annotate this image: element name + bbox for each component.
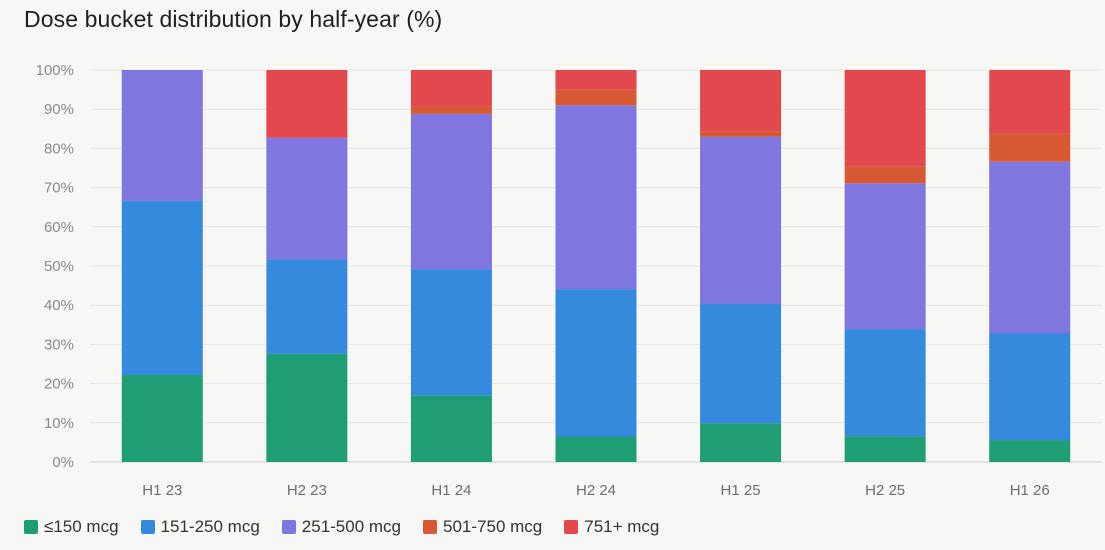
legend-item: ≤150 mcg [24, 517, 119, 537]
bar-segment [410, 113, 492, 270]
bar-segment [555, 89, 637, 106]
y-tick-label: 0% [52, 454, 74, 471]
y-tick-label: 30% [44, 336, 74, 353]
bar-segment [989, 333, 1071, 441]
bar-segment [266, 137, 348, 260]
legend-item: 251-500 mcg [281, 517, 402, 537]
chart-title: Dose bucket distribution by half-year (%… [24, 6, 443, 32]
legend-swatch [24, 520, 38, 534]
bar-segment [700, 131, 782, 137]
bar-segment [700, 304, 782, 424]
bar-segment [121, 200, 203, 375]
y-tick-label: 20% [44, 376, 74, 393]
legend-label: 501-750 mcg [443, 517, 543, 536]
x-tick-label: H2 24 [576, 482, 616, 499]
bar-segment [989, 70, 1071, 134]
bar-segment [989, 133, 1071, 162]
bar-segment [555, 289, 637, 437]
bar-segment [121, 70, 203, 201]
y-tick-label: 50% [44, 258, 74, 275]
bar-segment [989, 161, 1071, 334]
y-tick-label: 60% [44, 219, 74, 236]
bar-segment [700, 423, 782, 462]
bar-segment [410, 395, 492, 462]
y-tick-label: 100% [36, 62, 74, 79]
legend-item: 151-250 mcg [140, 517, 260, 537]
bar-segment [410, 106, 492, 114]
legend-label: 151-250 mcg [160, 517, 260, 536]
bar-segment [266, 353, 348, 462]
y-tick-label: 70% [44, 180, 74, 197]
y-tick-label: 90% [44, 101, 74, 118]
legend-item: 751+ mcg [564, 517, 659, 537]
bar-segment [844, 166, 926, 184]
bar-segment [555, 436, 637, 462]
bar-segment [555, 105, 637, 290]
bar-segment [844, 329, 926, 437]
legend-label: 751+ mcg [584, 517, 660, 536]
x-tick-label: H1 26 [1010, 482, 1050, 499]
bar-segment [700, 136, 782, 305]
legend-swatch [281, 520, 296, 534]
y-tick-label: 80% [44, 140, 74, 157]
bar-segment [844, 436, 926, 462]
legend-item: 501-750 mcg [423, 517, 542, 537]
bar-segment [266, 259, 348, 354]
x-tick-label: H2 23 [287, 482, 327, 499]
bar-segment [989, 440, 1071, 462]
stacked-bar-chart: 0% 10% 20% 30% 40% 50% 60% 70% 80% 90% 100% H1 23 H2… [36, 62, 1102, 499]
y-tick-label: 10% [44, 415, 74, 432]
bar-segment [844, 183, 926, 330]
x-tick-label: H1 25 [721, 482, 761, 499]
bar-segment [410, 70, 492, 107]
legend-swatch [140, 520, 155, 534]
bar-segment [700, 70, 782, 132]
y-tick-label: 40% [44, 297, 74, 314]
legend-swatch [564, 520, 579, 534]
bar-segment [844, 70, 926, 167]
legend-label: ≤150 mcg [44, 517, 119, 536]
bar-segment [121, 374, 203, 462]
legend: ≤150 mcg 151-250 mcg 251-500 mcg 501-750 mc… [24, 517, 659, 537]
x-tick-label: H2 25 [865, 482, 905, 499]
x-tick-label: H1 24 [431, 482, 471, 499]
legend-swatch [423, 520, 438, 534]
bar-segment [266, 70, 348, 138]
x-tick-label: H1 23 [142, 482, 182, 499]
legend-label: 251-500 mcg [301, 517, 402, 536]
bar-segment [555, 70, 637, 90]
bar-segment [410, 269, 492, 396]
